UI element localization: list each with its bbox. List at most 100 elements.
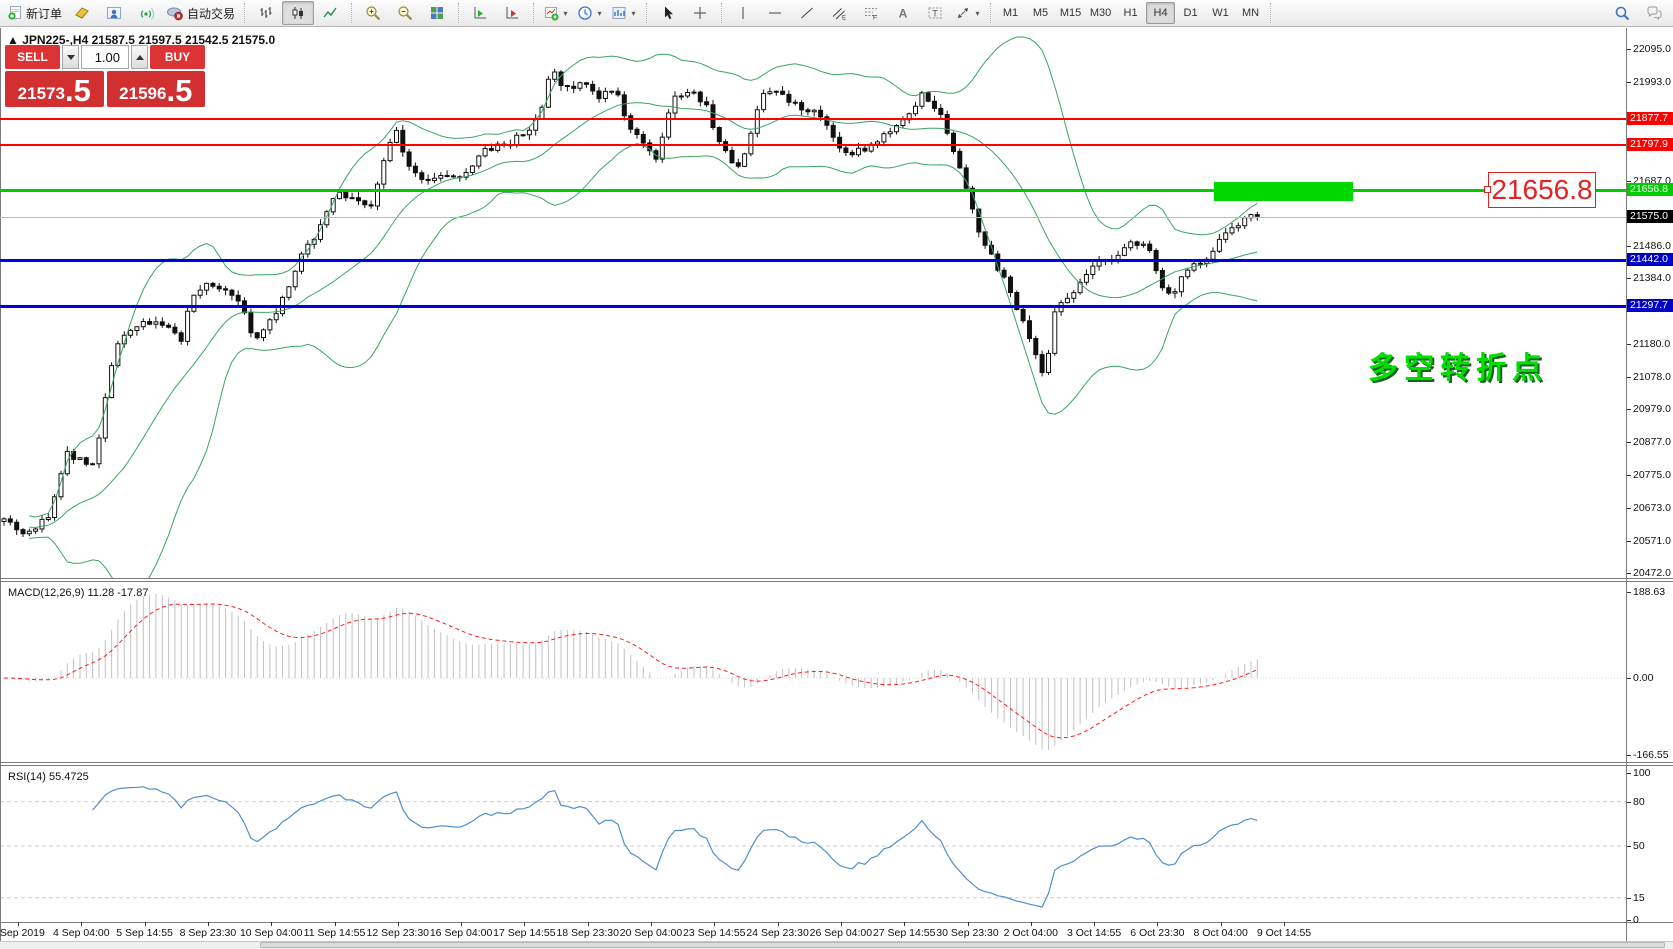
level-line-21297.7[interactable] — [0, 305, 1626, 308]
time-tick — [1030, 922, 1032, 926]
price-axis-tick — [1627, 278, 1631, 279]
buy-button[interactable]: BUY — [150, 45, 205, 69]
rsi-indicator-plot[interactable] — [0, 766, 1626, 922]
time-tick — [207, 922, 209, 926]
price-chip-21442.0: 21442.0 — [1627, 253, 1673, 266]
timeframe-m30[interactable]: M30 — [1089, 7, 1112, 19]
signal-button[interactable] — [130, 1, 162, 25]
candlestick-chart-icon — [292, 7, 304, 19]
zoom-out-button[interactable] — [389, 1, 421, 25]
trendline-button[interactable] — [791, 1, 823, 25]
vertical-line-button[interactable] — [727, 1, 759, 25]
price-axis-tick — [1627, 508, 1631, 509]
level-line-21797.9[interactable] — [0, 144, 1626, 146]
price-annotation-box[interactable]: 21656.8 — [1488, 172, 1596, 208]
journal-icon — [75, 7, 89, 19]
timeframe-d1[interactable]: D1 — [1183, 7, 1198, 19]
chart-shift-button[interactable] — [464, 1, 496, 25]
chat-button[interactable] — [1638, 1, 1670, 25]
rsi-axis-tick — [1627, 846, 1631, 847]
time-tick — [587, 922, 589, 926]
profile-icon — [107, 7, 122, 19]
rsi-axis-tick-label: 50 — [1633, 840, 1645, 852]
arrows-tool-button[interactable] — [951, 1, 985, 25]
timeframe-h4[interactable]: H4 — [1146, 2, 1176, 24]
arrows-dropdown-arrow[interactable] — [974, 2, 981, 24]
price-axis-tick-label: 21486.0 — [1633, 240, 1671, 252]
auto-scroll-button[interactable] — [496, 1, 528, 25]
fibonacci-button[interactable]: F — [855, 1, 887, 25]
level-line-21442.0[interactable] — [0, 259, 1626, 262]
level-line-21877.7[interactable] — [0, 118, 1626, 120]
line-chart-button[interactable] — [314, 1, 346, 25]
main-panel-bottom-border[interactable] — [0, 578, 1673, 579]
time-axis-label: 12 Sep 23:30 — [366, 927, 430, 939]
highlight-rectangle[interactable] — [1214, 182, 1353, 201]
time-axis-label: 26 Sep 04:00 — [809, 927, 873, 939]
indicators-dropdown-arrow[interactable] — [562, 2, 569, 24]
timeframe-m1[interactable]: M1 — [1002, 7, 1019, 19]
price-axis-tick — [1627, 49, 1631, 50]
rsi-value: 55.4725 — [48, 771, 89, 783]
turning-point-annotation[interactable]: 多空转折点 — [1368, 352, 1548, 385]
new-order-button[interactable]: 新订单 — [3, 1, 66, 25]
main-chart-plot[interactable] — [0, 30, 1626, 578]
templates-button[interactable] — [607, 1, 641, 25]
svg-text:T: T — [932, 9, 938, 19]
journal-button[interactable] — [66, 1, 98, 25]
level-line-21656.8[interactable] — [0, 189, 1626, 192]
timeframe-w1[interactable]: W1 — [1212, 7, 1229, 19]
annotation-anchor-handle[interactable] — [1484, 186, 1491, 193]
price-axis-tick — [1627, 409, 1631, 410]
price-axis-tick-label: 22095.0 — [1633, 43, 1671, 55]
search-button[interactable] — [1606, 1, 1638, 25]
candlestick-chart-button[interactable] — [282, 1, 315, 25]
volume-increase-button[interactable] — [131, 45, 148, 69]
volume-decrease-button[interactable] — [62, 45, 79, 69]
periods-button[interactable] — [573, 1, 607, 25]
volume-input[interactable]: 1.00 — [81, 45, 129, 69]
indicators-button[interactable] — [539, 1, 573, 25]
price-axis-tick-label: 20571.0 — [1633, 535, 1671, 547]
rsi-line — [92, 786, 1258, 908]
auto-scroll-icon — [506, 7, 519, 19]
crosshair-button[interactable] — [684, 1, 716, 25]
horizontal-scrollbar-thumb[interactable] — [260, 942, 1665, 948]
rsi-axis-tick — [1627, 802, 1631, 803]
sell-price-box[interactable]: 21573.5 — [5, 71, 104, 107]
bar-chart-button[interactable] — [250, 1, 282, 25]
tile-windows-button[interactable] — [421, 1, 453, 25]
autotrade-button[interactable]: 自动交易 — [162, 1, 239, 25]
macd-panel-bottom-border[interactable] — [0, 762, 1673, 763]
zoom-in-button[interactable] — [357, 1, 389, 25]
horizontal-line-button[interactable] — [759, 1, 791, 25]
timeframe-h1[interactable]: H1 — [1123, 7, 1138, 19]
macd-axis-tick — [1627, 755, 1631, 756]
cursor-button[interactable] — [652, 1, 684, 25]
equidistant-channel-button[interactable]: E — [823, 1, 855, 25]
text-tool-button[interactable]: A — [887, 1, 919, 25]
timeframe-mn[interactable]: MN — [1241, 7, 1260, 19]
time-tick — [334, 922, 336, 926]
rsi-name: RSI(14) — [8, 771, 46, 783]
text-label-button[interactable]: T — [919, 1, 951, 25]
toolbar-separator — [533, 3, 535, 23]
collapse-arrow-icon[interactable]: ▲ — [7, 33, 19, 47]
macd-panel-top-border[interactable] — [0, 581, 1673, 582]
level-line-21575.0[interactable] — [0, 217, 1626, 218]
timeframe-m5[interactable]: M5 — [1032, 7, 1049, 19]
periods-dropdown-arrow[interactable] — [596, 2, 603, 24]
profile-button[interactable] — [98, 1, 130, 25]
timeframe-m15[interactable]: M15 — [1059, 7, 1082, 19]
macd-label: MACD(12,26,9) 11.28 -17.87 — [8, 587, 148, 599]
sell-button[interactable]: SELL — [5, 45, 60, 69]
macd-indicator-plot[interactable] — [0, 582, 1626, 762]
templates-dropdown-arrow[interactable] — [630, 2, 637, 24]
price-axis-tick-label: 21180.0 — [1633, 338, 1671, 350]
buy-price-box[interactable]: 21596.5 — [106, 71, 205, 107]
time-axis-label: 6 Oct 23:30 — [1130, 927, 1185, 939]
chart-area[interactable] — [0, 28, 1673, 941]
rsi-panel-top-border[interactable] — [0, 765, 1673, 766]
price-chip-21656.8: 21656.8 — [1627, 183, 1673, 196]
